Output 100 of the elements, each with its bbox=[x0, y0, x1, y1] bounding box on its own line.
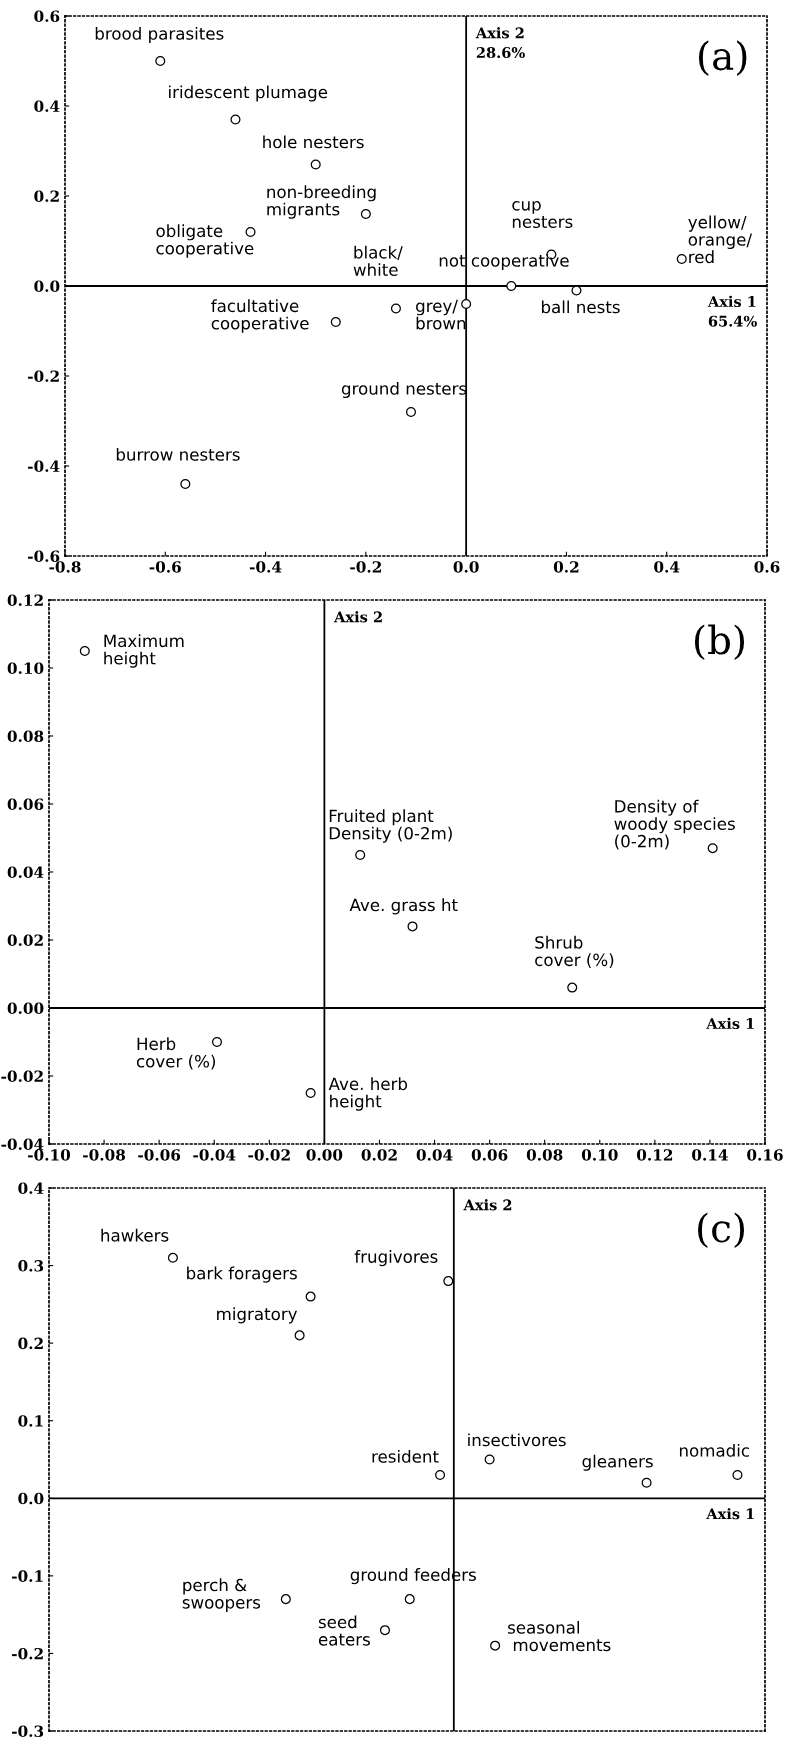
annotation: obligate cooperative bbox=[156, 224, 254, 258]
annotation: nomadic bbox=[679, 1443, 750, 1457]
x-tick-label: -0.04 bbox=[193, 1149, 236, 1161]
annotation: seasonal movements bbox=[508, 1620, 611, 1652]
y-tick-label: -0.6 bbox=[28, 550, 60, 563]
ref-line-label: Axis 2 28.6% bbox=[475, 27, 525, 59]
annotation: Maximum height bbox=[104, 634, 184, 668]
annotation: Ave. grass ht bbox=[349, 898, 458, 915]
point bbox=[167, 1252, 178, 1263]
point bbox=[676, 253, 687, 265]
annotation: Density of woody species (0-2m) bbox=[614, 799, 735, 850]
y-tick-label: 0.04 bbox=[7, 866, 44, 879]
ref-line-label: Axis 2 bbox=[333, 611, 382, 623]
point bbox=[79, 645, 90, 657]
y-tick-label: -0.4 bbox=[28, 460, 60, 473]
annotation: bark foragers bbox=[187, 1266, 297, 1283]
y-tick-label: -0.2 bbox=[28, 370, 59, 383]
x-tick-label: 0.6 bbox=[754, 561, 780, 573]
annotation: gleaners bbox=[582, 1454, 653, 1471]
annotation: facultative cooperative bbox=[211, 299, 309, 333]
x-tick-label: 0.04 bbox=[416, 1149, 453, 1161]
point bbox=[390, 303, 401, 314]
point bbox=[305, 1087, 316, 1099]
point bbox=[305, 1291, 316, 1302]
x-tick-label: -0.10 bbox=[28, 1149, 71, 1161]
x-tick-label: 0.12 bbox=[636, 1149, 673, 1161]
annotation: Herb cover (%) bbox=[136, 1037, 216, 1070]
point bbox=[230, 114, 241, 125]
x-tick-label: -0.8 bbox=[49, 561, 81, 573]
point bbox=[294, 1330, 305, 1341]
annotation: (a) bbox=[698, 40, 747, 76]
point bbox=[641, 1477, 652, 1488]
annotation: non-breeding migrants bbox=[267, 185, 376, 219]
point bbox=[180, 478, 191, 490]
ref-line-label: Axis 1 bbox=[706, 1017, 754, 1030]
y-tick-label: 0.0 bbox=[18, 1492, 44, 1505]
x-tick-label: 0.06 bbox=[471, 1149, 508, 1161]
ref-line-label: Axis 1 bbox=[706, 1508, 754, 1520]
point bbox=[405, 406, 417, 418]
x-tick-label: 0.14 bbox=[692, 1149, 728, 1161]
annotation: not cooperative bbox=[439, 253, 569, 271]
annotation: Ave. herb height bbox=[328, 1077, 408, 1111]
annotation: seed eaters bbox=[318, 1615, 370, 1646]
annotation: insectivores bbox=[468, 1433, 566, 1447]
x-tick-label: -0.02 bbox=[248, 1149, 290, 1161]
annotation: ball nests bbox=[541, 300, 620, 314]
x-tick-label: 0.08 bbox=[526, 1149, 563, 1161]
annotation: iridescent plumage bbox=[169, 85, 328, 102]
y-tick-label: 0.3 bbox=[18, 1260, 44, 1272]
y-tick-label: -0.3 bbox=[12, 1725, 44, 1738]
x-tick-label: -0.2 bbox=[350, 561, 381, 573]
y-tick-label: 0.10 bbox=[7, 662, 44, 675]
y-tick-label: 0.6 bbox=[34, 10, 60, 23]
y-tick-label: 0.0 bbox=[34, 280, 60, 293]
annotation: Shrub cover (%) bbox=[535, 935, 614, 969]
annotation: resident bbox=[372, 1449, 439, 1463]
y-tick-label: 0.1 bbox=[18, 1415, 43, 1427]
annotation: hawkers bbox=[101, 1228, 169, 1242]
y-tick-label: 0.4 bbox=[34, 100, 60, 113]
y-tick-label: 0.02 bbox=[7, 934, 43, 947]
point bbox=[355, 849, 366, 861]
y-tick-label: -0.2 bbox=[12, 1647, 43, 1660]
y-tick-label: 0.4 bbox=[18, 1182, 44, 1195]
annotation: yellow/ orange/ red bbox=[688, 215, 753, 264]
x-tick-label: -0.6 bbox=[149, 561, 181, 573]
point bbox=[310, 159, 321, 170]
x-tick-label: -0.06 bbox=[138, 1149, 181, 1161]
x-tick-label: 0.02 bbox=[361, 1149, 397, 1161]
annotation: hole nesters bbox=[263, 135, 364, 149]
annotation: migratory bbox=[217, 1307, 298, 1324]
point bbox=[506, 280, 517, 292]
y-tick-label: 0.12 bbox=[7, 594, 43, 607]
point bbox=[155, 55, 166, 67]
annotation: frugivores bbox=[354, 1250, 438, 1267]
annotation: burrow nesters bbox=[116, 447, 240, 461]
point bbox=[404, 1594, 415, 1605]
point bbox=[435, 1469, 446, 1481]
y-tick-label: 0.2 bbox=[18, 1337, 43, 1350]
annotation: (b) bbox=[694, 624, 745, 661]
annotation: Fruited plant Density (0-2m) bbox=[329, 809, 452, 843]
point bbox=[280, 1594, 291, 1605]
point bbox=[407, 921, 418, 932]
y-tick-label: 0.08 bbox=[7, 730, 44, 743]
annotation: perch & swoopers bbox=[182, 1578, 261, 1612]
y-tick-label: 0.00 bbox=[7, 1002, 44, 1015]
y-tick-label: -0.1 bbox=[12, 1570, 43, 1582]
annotation: (c) bbox=[698, 1212, 745, 1249]
y-tick-label: 0.06 bbox=[7, 798, 44, 811]
x-tick-label: 0.16 bbox=[747, 1149, 783, 1161]
point bbox=[707, 843, 718, 854]
x-tick-label: 0.4 bbox=[654, 561, 680, 573]
ref-line-label: Axis 1 65.4% bbox=[707, 295, 757, 327]
ref-line-label: Axis 2 bbox=[463, 1199, 512, 1211]
annotation: brood parasites bbox=[95, 26, 224, 44]
point bbox=[360, 208, 371, 220]
x-tick-label: 0.0 bbox=[453, 561, 479, 573]
x-tick-label: 0.10 bbox=[581, 1149, 618, 1161]
point bbox=[443, 1276, 454, 1287]
point bbox=[211, 1036, 223, 1048]
point bbox=[245, 226, 256, 238]
